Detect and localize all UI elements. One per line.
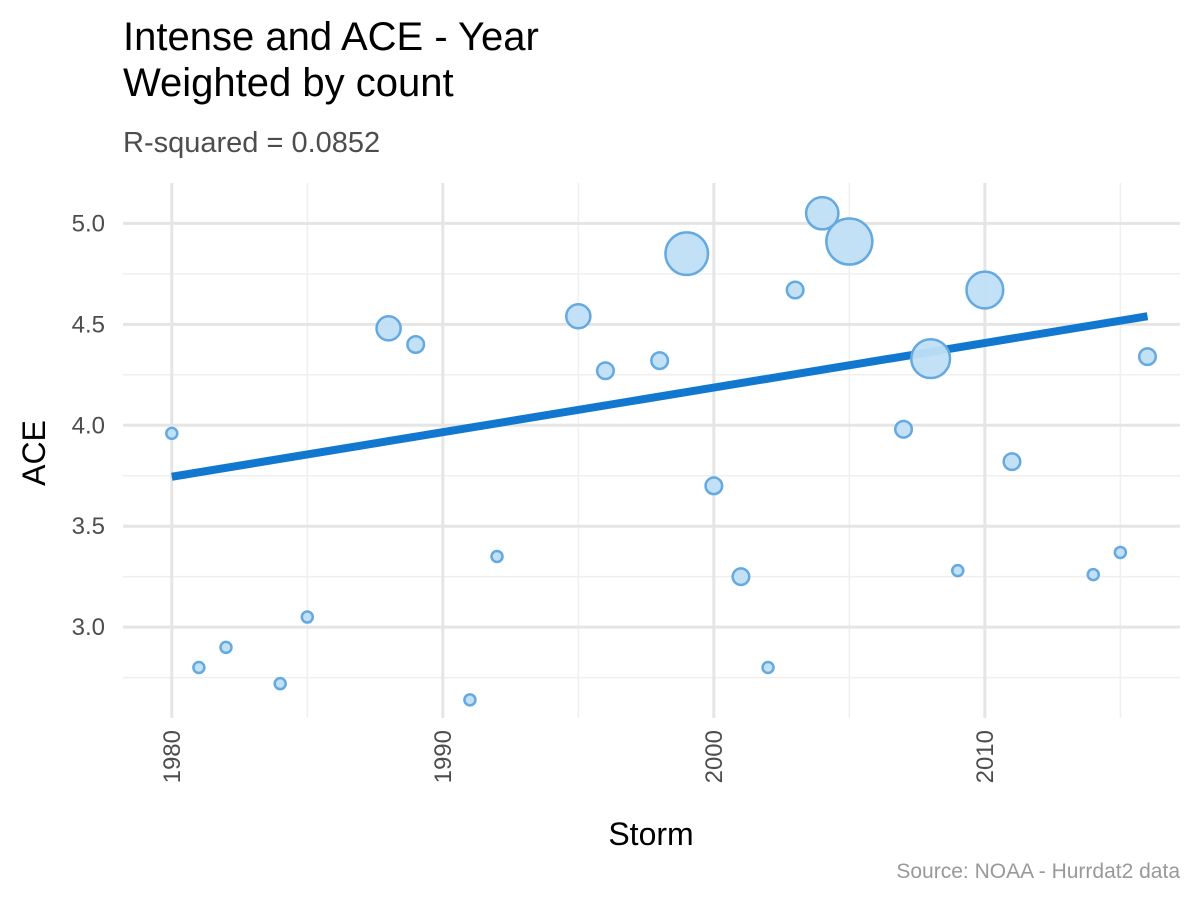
regression-line-layer	[171, 312, 1149, 481]
data-point	[219, 640, 233, 655]
data-point	[565, 302, 592, 330]
data-point	[894, 419, 914, 439]
chart-title: Intense and ACE - Year Weighted by count	[123, 14, 539, 106]
y-tick-label: 3.0	[72, 614, 105, 641]
y-axis-title: ACE	[16, 420, 52, 486]
data-point	[761, 660, 775, 675]
y-axis-tick-labels: 3.0 3.5 4.0 4.5 5.0	[72, 210, 105, 641]
x-axis-tick-labels: 1980 1990 2000 2010	[159, 730, 999, 783]
data-point	[375, 315, 402, 342]
data-point	[804, 195, 840, 231]
minor-gridlines	[123, 183, 1180, 718]
data-point	[165, 426, 179, 441]
data-point	[951, 563, 965, 578]
data-point	[192, 660, 206, 675]
data-point	[731, 567, 751, 587]
data-point	[300, 610, 315, 624]
chart-caption: Source: NOAA - Hurrdat2 data	[896, 860, 1180, 883]
data-point	[463, 693, 477, 707]
data-point	[1137, 347, 1158, 367]
y-tick-label: 5.0	[72, 210, 105, 237]
data-point	[910, 338, 952, 380]
x-tick-label: 1980	[159, 730, 186, 783]
data-point	[273, 676, 287, 691]
data-point	[1086, 567, 1101, 582]
chart-title-line-1: Intense and ACE - Year	[123, 15, 539, 59]
data-point	[650, 351, 670, 371]
data-point	[1002, 452, 1022, 472]
data-point	[664, 231, 710, 277]
data-point	[965, 270, 1005, 310]
data-point	[406, 334, 426, 355]
y-tick-label: 4.5	[72, 311, 105, 338]
data-point	[1113, 545, 1128, 560]
x-tick-label: 2000	[701, 730, 728, 783]
data-point	[490, 549, 504, 564]
data-point	[595, 361, 615, 381]
y-tick-label: 3.5	[72, 513, 105, 540]
regression-line	[171, 312, 1149, 481]
chart-subtitle: R-squared = 0.0852	[123, 127, 381, 159]
data-points-layer	[165, 195, 1158, 707]
major-gridlines	[123, 183, 1180, 718]
x-tick-label: 2010	[972, 730, 999, 783]
y-tick-label: 4.0	[72, 412, 105, 439]
x-axis-title: Storm	[608, 816, 693, 852]
data-point	[825, 217, 874, 266]
data-point	[785, 280, 805, 300]
chart-title-line-2: Weighted by count	[123, 61, 454, 105]
data-point	[704, 476, 724, 496]
x-tick-label: 1990	[430, 730, 457, 783]
